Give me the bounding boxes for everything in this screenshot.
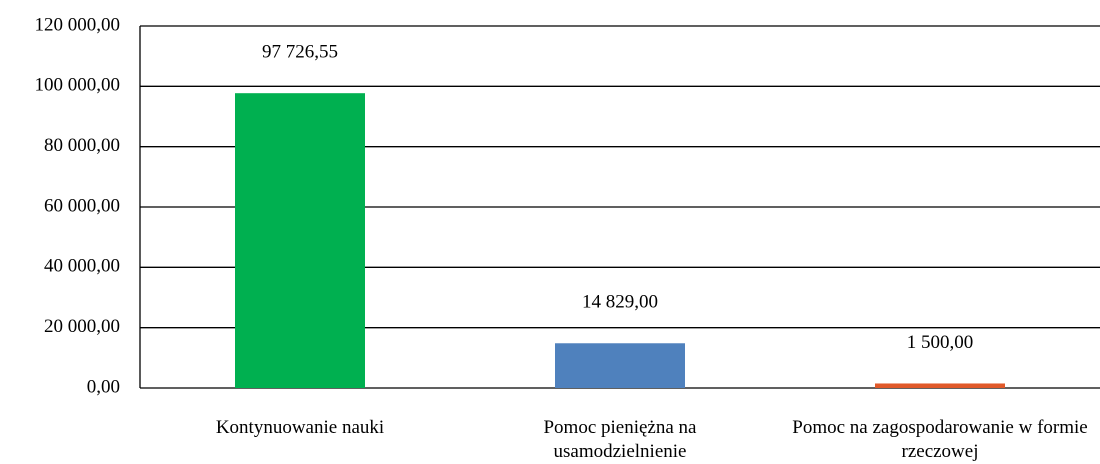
value-label: 14 829,00 [582,292,658,313]
y-tick-label: 100 000,00 [35,75,121,96]
value-label: 1 500,00 [907,332,974,353]
x-tick-label: Kontynuowanie nauki [215,417,385,438]
bar [555,343,685,388]
y-tick-label: 80 000,00 [44,135,120,156]
x-tick-label: Pomoc pieniężna na usamodzielnienie [543,417,697,462]
y-tick-label: 60 000,00 [44,195,120,216]
y-tick-label: 120 000,00 [35,14,121,35]
bar [235,93,365,388]
bar [875,383,1005,388]
y-tick-label: 0,00 [87,376,120,397]
y-tick-label: 20 000,00 [44,316,120,337]
value-label: 97 726,55 [262,42,338,63]
y-tick-label: 40 000,00 [44,256,120,277]
x-tick-label: Pomoc na zagospodarowanie w formie rzecz… [792,417,1088,462]
